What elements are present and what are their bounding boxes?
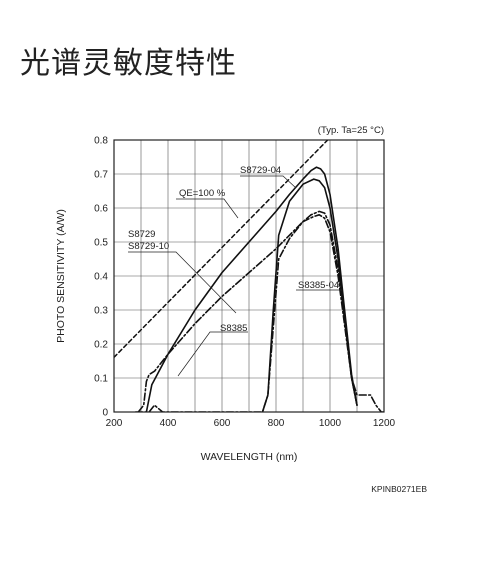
y-tick-label: 0.4: [94, 272, 108, 283]
series-line-4: [134, 214, 384, 412]
leader-s8729: [128, 251, 237, 314]
y-tick-label: 0.7: [94, 170, 108, 181]
x-tick-label: 600: [214, 418, 231, 429]
condition-note: (Typ. Ta=25 °C): [318, 125, 384, 136]
annotation-s8385-04: S8385-04: [298, 280, 339, 291]
y-tick-label: 0.2: [94, 340, 108, 351]
plot-frame: [113, 139, 385, 413]
figure-code: KPINB0271EB: [371, 484, 427, 494]
annotation-s8729-04: S8729-04: [240, 165, 281, 176]
annotation-s8385: S8385: [220, 323, 247, 334]
leader-qe100: [176, 198, 239, 219]
y-tick-label: 0.6: [94, 204, 108, 215]
x-tick-label: 800: [268, 418, 285, 429]
series-line-0: [114, 140, 329, 359]
y-tick-label: 0: [102, 408, 108, 419]
tick-labels: 200 400 600 800 1000 1200 0 0.1 0.2 0.3 0.4 0.5 0.6 0…: [94, 136, 395, 430]
y-axis-label: PHOTO SENSITIVITY (A/W): [55, 209, 67, 343]
annotation-leaders: [128, 175, 342, 377]
annotation-qe100: QE=100 %: [179, 188, 226, 199]
x-tick-label: 1200: [373, 418, 396, 429]
y-tick-label: 0.1: [94, 374, 108, 385]
series-line-3: [137, 210, 358, 412]
leader-s8729-04: [240, 175, 297, 189]
annotation-s8729-10: S8729-10: [128, 241, 169, 252]
y-tick-label: 0.5: [94, 238, 108, 249]
series-layer: [114, 140, 384, 412]
page-title: 光谱灵敏度特性: [20, 46, 237, 81]
x-axis-label: WAVELENGTH (nm): [201, 451, 298, 463]
y-tick-label: 0.8: [94, 136, 108, 147]
x-tick-label: 200: [106, 418, 123, 429]
annotation-s8729: S8729: [128, 229, 155, 240]
y-tick-label: 0.3: [94, 306, 108, 317]
leader-s8385: [177, 331, 248, 377]
series-line-1: [145, 166, 358, 412]
x-tick-label: 400: [160, 418, 177, 429]
x-tick-label: 1000: [319, 418, 342, 429]
